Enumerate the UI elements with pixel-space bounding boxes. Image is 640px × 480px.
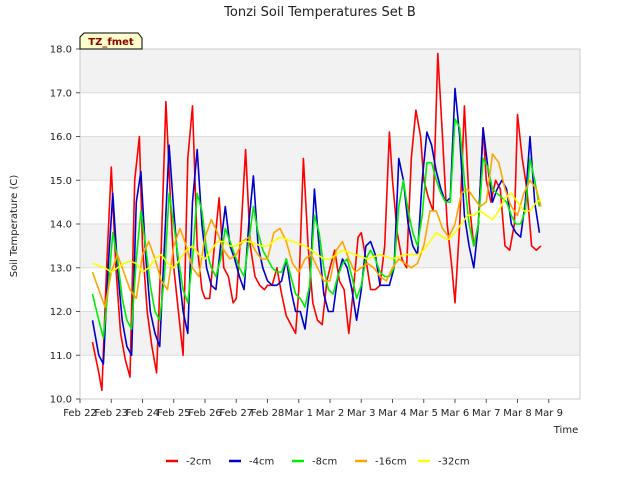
x-tick-label: Mar 9	[535, 408, 563, 419]
x-tick-label: Feb 22	[63, 408, 97, 419]
legend: -2cm -4cm -8cm -16cm -32cm	[166, 457, 470, 468]
x-tick-label: Feb 25	[157, 408, 191, 419]
y-tick-label: 10.0	[50, 395, 72, 406]
series-line-minus-32cm	[92, 192, 542, 273]
y-axis-label: Soil Temperature (C)	[9, 175, 20, 278]
legend-label: -4cm	[249, 457, 274, 468]
y-tick-label: 13.0	[50, 263, 72, 274]
series-line-minus-4cm	[91, 87, 541, 365]
x-tick-label: Mar 2	[316, 408, 344, 419]
y-tick-label: 11.0	[50, 351, 72, 362]
series-lines	[91, 52, 542, 392]
x-tick-label: Mar 8	[503, 408, 531, 419]
x-tick-label: Feb 26	[188, 408, 222, 419]
x-tick-label: Feb 23	[94, 408, 128, 419]
grid-bands	[80, 49, 580, 356]
site-tag-box	[79, 32, 143, 50]
y-tick-label: 16.0	[50, 132, 72, 143]
x-tick-label: Feb 27	[219, 408, 253, 419]
legend-label: -16cm	[375, 457, 407, 468]
x-tick-label: Mar 6	[441, 408, 469, 419]
y-tick-label: 14.0	[50, 220, 72, 231]
x-tick-label: Feb 24	[126, 408, 160, 419]
y-tick-label: 17.0	[50, 88, 72, 99]
y-axis-ticks: 10.0 11.0 12.0 13.0 14.0 15.0 16.0 17.0 18.0	[50, 45, 80, 406]
x-tick-label: Mar 7	[472, 408, 500, 419]
legend-label: -8cm	[312, 457, 337, 468]
x-tick-label: Mar 4	[378, 408, 406, 419]
x-tick-label: Mar 3	[347, 408, 375, 419]
site-tag-label: TZ_fmet	[88, 37, 134, 48]
grid-band	[80, 311, 580, 356]
site-tag: TZ_fmet	[79, 32, 143, 50]
grid-band	[80, 136, 580, 181]
x-axis-label: Time	[553, 425, 578, 436]
y-tick-label: 18.0	[50, 45, 72, 56]
series-line-minus-16cm	[91, 153, 542, 308]
y-tick-label: 12.0	[50, 307, 72, 318]
legend-label: -2cm	[186, 457, 211, 468]
x-tick-label: Feb 28	[251, 408, 285, 419]
series-line-minus-8cm	[91, 118, 541, 339]
series-line-minus-2cm	[91, 52, 542, 392]
grid-band	[80, 49, 580, 93]
x-tick-label: Mar 1	[285, 408, 313, 419]
y-tick-label: 15.0	[50, 176, 72, 187]
legend-label: -32cm	[438, 457, 470, 468]
chart-title: Tonzi Soil Temperatures Set B	[223, 5, 416, 20]
x-tick-label: Mar 5	[410, 408, 438, 419]
